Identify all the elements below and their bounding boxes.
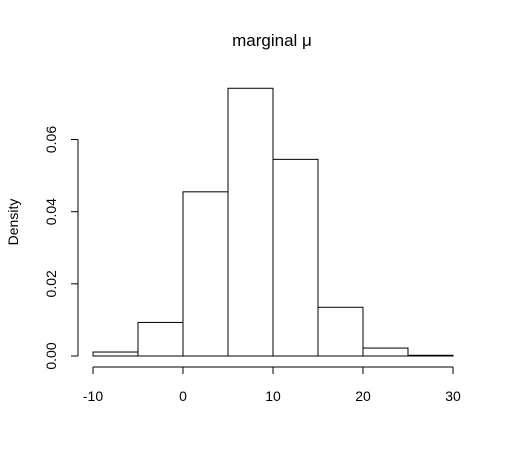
x-tick-label: 20 (355, 388, 371, 404)
histogram-bar-2 (182, 191, 229, 357)
histogram-bars (92, 87, 454, 357)
x-tick-label: 10 (265, 388, 281, 404)
y-tick-label: 0.04 (43, 198, 59, 225)
x-tick-label: 30 (445, 388, 461, 404)
chart-title: marginal μ (232, 31, 312, 50)
y-tick-label: 0.00 (43, 342, 59, 369)
x-tick-label: 0 (179, 388, 187, 404)
x-axis: -10 0 10 20 30 (83, 366, 461, 404)
histogram-bar-4 (272, 158, 319, 357)
histogram-bar-0 (92, 351, 139, 357)
y-axis: 0.00 0.02 0.04 0.06 (43, 126, 79, 370)
histogram-bar-1 (137, 321, 184, 357)
y-tick-label: 0.02 (43, 270, 59, 297)
y-axis-label: Density (5, 199, 21, 246)
y-tick-label: 0.06 (43, 126, 59, 153)
histogram-bar-7 (407, 354, 454, 357)
histogram-bar-6 (362, 347, 409, 357)
x-tick-label: -10 (83, 388, 103, 404)
histogram-bar-5 (317, 306, 364, 357)
histogram-bar-3 (227, 87, 274, 357)
